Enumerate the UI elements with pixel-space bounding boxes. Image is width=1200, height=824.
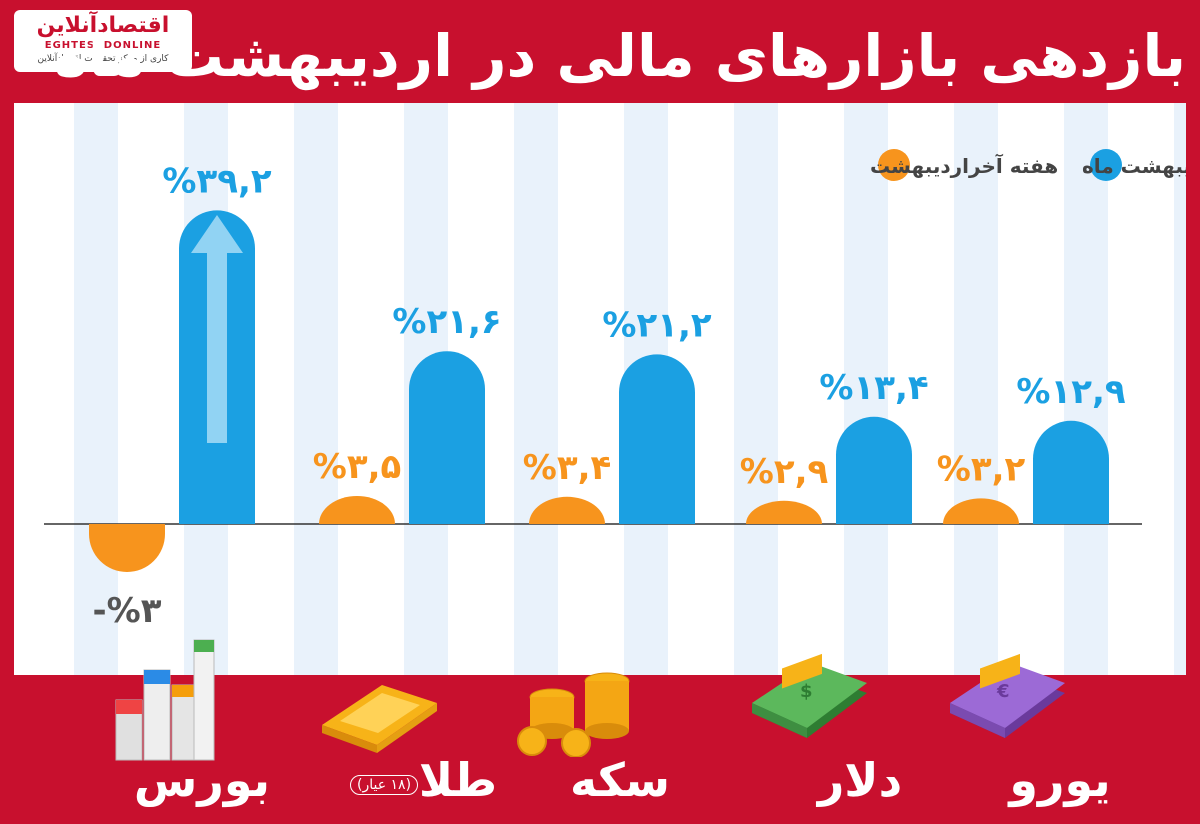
weekly-value-label: -%۳: [93, 591, 162, 631]
up-arrow-icon: [191, 215, 243, 443]
weekly-bar: [746, 500, 822, 524]
legend-label-monthly: کل اردیبهشت ماه: [1082, 154, 1186, 178]
category-label-bourse: بورس: [133, 753, 270, 807]
category-label-gold: طلا: [418, 753, 498, 807]
background-stripe: [734, 103, 778, 675]
page-title: بازدهی بازارهای مالی در اردیبهشت ماه: [53, 22, 1186, 90]
monthly-bar: [409, 351, 485, 524]
weekly-bar: [89, 524, 165, 572]
weekly-bar: [319, 496, 395, 524]
monthly-bar: [836, 416, 912, 524]
monthly-value-label: %۳۹,۲: [162, 161, 271, 201]
gold-bar-icon: [322, 685, 437, 753]
monthly-value-label: %۲۱,۲: [602, 305, 711, 345]
weekly-value-label: %۳,۴: [523, 448, 612, 488]
logo-latin: EGHTESADONLINE: [44, 40, 162, 51]
background-stripe: [1064, 103, 1108, 675]
weekly-value-label: %۲,۹: [740, 452, 829, 492]
weekly-bar: [943, 498, 1019, 524]
background-stripe: [294, 103, 338, 675]
background-stripe: [844, 103, 888, 675]
euro-bills-icon: €: [950, 653, 1065, 738]
weekly-value-label: %۳,۵: [313, 447, 402, 487]
monthly-value-label: %۱۳,۴: [819, 368, 928, 408]
monthly-value-label: %۲۱,۶: [392, 302, 501, 342]
legend-label-weekly: هفته آخراردیبهشت: [870, 153, 1058, 178]
category-label-euro: یورو: [1009, 753, 1111, 807]
monthly-value-label: %۱۲,۹: [1016, 372, 1125, 412]
coin-stack-icon: [517, 672, 630, 757]
category-label-dollar: دلار: [817, 753, 903, 807]
logo-tagline: کاری از مرکز تحقیقات اقتصادآنلاین: [37, 54, 169, 64]
svg-text:$: $: [800, 681, 813, 702]
weekly-value-label: %۳,۲: [937, 449, 1026, 489]
background-stripe: [1174, 103, 1186, 675]
monthly-bar: [1033, 420, 1109, 524]
category-note-gold: (۱۸ عیار): [350, 775, 419, 795]
dollar-bills-icon: $: [752, 653, 867, 738]
weekly-bar: [529, 496, 605, 524]
bar-chart: -%۳ %۳۹,۲ %۳,۵ %۲۱,۶ %۳,۴ %۲۱,۲ %۲,۹ %۱۳,۴ %۳,۲%…: [44, 103, 1186, 675]
bourse-blocks-icon: [115, 639, 215, 761]
background-stripe: [514, 103, 558, 675]
logo: اقتصادآنلاین EGHTESADONLINE کاری از مرکز…: [14, 10, 192, 72]
category-label-coin: سکه: [570, 753, 670, 807]
background-stripe: [954, 103, 998, 675]
svg-text:€: €: [996, 681, 1010, 702]
chart-panel: -%۳ %۳۹,۲ %۳,۵ %۲۱,۶ %۳,۴ %۲۱,۲ %۲,۹ %۱۳,۴ %۳,۲%…: [14, 103, 1186, 675]
category-strip: بورس طلا (۱۸ عیار) سکه $: [0, 639, 1200, 824]
background-stripe: [74, 103, 118, 675]
legend-swatch-weekly: [878, 149, 910, 181]
monthly-bar: [619, 354, 695, 524]
logo-name: اقتصادآنلاین: [36, 13, 170, 38]
legend-swatch-monthly: [1090, 149, 1122, 181]
